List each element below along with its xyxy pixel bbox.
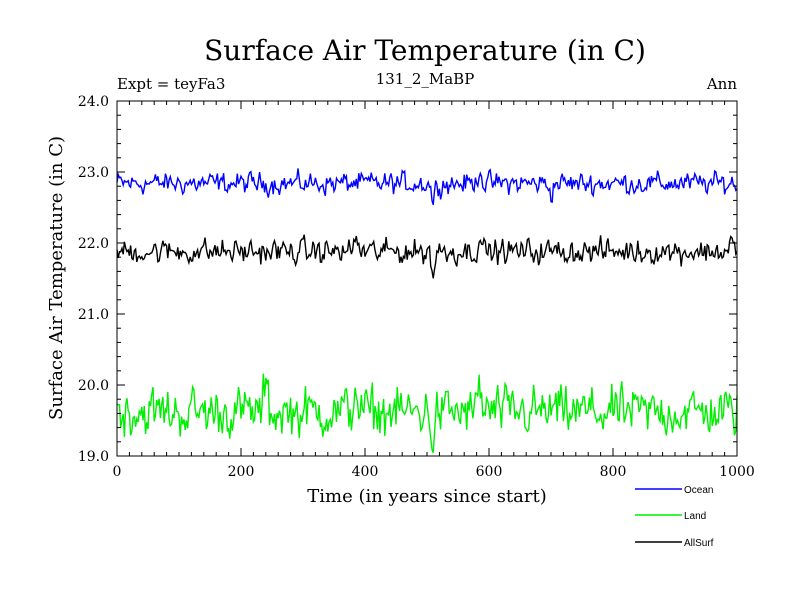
chart-title: Surface Air Temperature (in C) — [204, 34, 646, 67]
x-axis-label: Time (in years since start) — [307, 486, 547, 507]
x-tick-label: 800 — [600, 464, 627, 480]
series-line-ocean — [116, 168, 738, 205]
legend-label-land: Land — [684, 511, 706, 522]
y-tick-label: 23.0 — [78, 165, 109, 181]
y-tick-label: 20.0 — [78, 378, 109, 394]
axis-ticks: 0 200 400 600 800 1000 19.0 20.0 21.0 22.0 23.0 24.… — [78, 94, 755, 480]
legend: Ocean Land AllSurf — [635, 485, 714, 549]
legend-label-ocean: Ocean — [684, 485, 713, 496]
y-tick-label: 22.0 — [78, 236, 109, 252]
series-line-land — [116, 373, 738, 453]
series-line-allsurf — [116, 234, 738, 279]
legend-label-allsurf: AllSurf — [684, 538, 714, 549]
y-tick-label: 24.0 — [78, 94, 109, 110]
series-layer — [116, 168, 738, 453]
x-tick-label: 600 — [476, 464, 503, 480]
y-tick-label: 21.0 — [78, 307, 109, 323]
y-tick-label: 19.0 — [78, 449, 109, 465]
period-label: Ann — [706, 75, 737, 93]
y-axis-label: Surface Air Temperature (in C) — [46, 136, 67, 420]
x-tick-label: 400 — [352, 464, 379, 480]
experiment-label: Expt = teyFa3 — [117, 75, 225, 93]
x-tick-label: 200 — [228, 464, 255, 480]
run-label: 131_2_MaBP — [376, 70, 475, 88]
x-tick-label: 0 — [113, 464, 122, 480]
x-tick-label: 1000 — [719, 464, 755, 480]
